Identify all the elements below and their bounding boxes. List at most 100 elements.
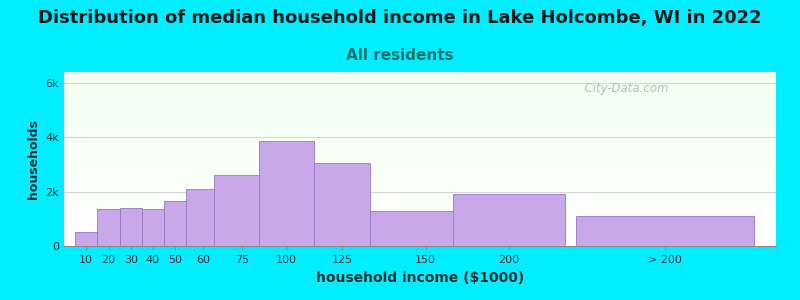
- Bar: [64, 203, 776, 204]
- Bar: [64, 227, 776, 228]
- Bar: [64, 157, 776, 158]
- Bar: [64, 194, 776, 195]
- Bar: [64, 221, 776, 222]
- Bar: [64, 191, 776, 192]
- Bar: [64, 80, 776, 81]
- Bar: [64, 102, 776, 103]
- Bar: [64, 152, 776, 153]
- Bar: [64, 200, 776, 201]
- Bar: [64, 210, 776, 211]
- Bar: [258, 141, 314, 246]
- Bar: [64, 161, 776, 162]
- Bar: [64, 127, 776, 128]
- Bar: [64, 78, 776, 79]
- Bar: [64, 174, 776, 175]
- Text: City-Data.com: City-Data.com: [577, 82, 668, 95]
- Bar: [64, 115, 776, 116]
- Bar: [64, 216, 776, 217]
- Bar: [64, 81, 776, 82]
- Bar: [64, 96, 776, 97]
- Bar: [64, 225, 776, 226]
- Bar: [64, 226, 776, 227]
- Bar: [64, 99, 776, 100]
- Bar: [64, 89, 776, 90]
- Bar: [64, 242, 776, 243]
- Bar: [64, 177, 776, 178]
- Bar: [64, 219, 776, 220]
- Bar: [214, 175, 270, 246]
- Bar: [64, 169, 776, 170]
- Bar: [64, 149, 776, 150]
- Bar: [64, 114, 776, 115]
- Y-axis label: households: households: [27, 119, 40, 199]
- Bar: [164, 201, 186, 246]
- Bar: [64, 125, 776, 126]
- Bar: [64, 112, 776, 113]
- Bar: [64, 118, 776, 119]
- Bar: [64, 143, 776, 144]
- Bar: [64, 105, 776, 106]
- Bar: [64, 208, 776, 209]
- Bar: [64, 146, 776, 147]
- Bar: [64, 209, 776, 210]
- Bar: [64, 86, 776, 87]
- Bar: [64, 215, 776, 216]
- Bar: [64, 159, 776, 160]
- Bar: [64, 130, 776, 131]
- Bar: [64, 84, 776, 85]
- Bar: [64, 94, 776, 95]
- Bar: [454, 194, 565, 246]
- Bar: [64, 245, 776, 246]
- Bar: [64, 192, 776, 193]
- Text: Distribution of median household income in Lake Holcombe, WI in 2022: Distribution of median household income …: [38, 9, 762, 27]
- Bar: [64, 236, 776, 237]
- Bar: [64, 132, 776, 133]
- Bar: [64, 75, 776, 76]
- Bar: [64, 154, 776, 155]
- Bar: [64, 183, 776, 184]
- Bar: [64, 140, 776, 141]
- Bar: [64, 83, 776, 84]
- Bar: [64, 207, 776, 208]
- Bar: [64, 205, 776, 206]
- Bar: [64, 76, 776, 77]
- Bar: [64, 158, 776, 159]
- Bar: [64, 181, 776, 182]
- Bar: [64, 187, 776, 188]
- X-axis label: household income ($1000): household income ($1000): [316, 271, 524, 285]
- Bar: [64, 144, 776, 145]
- Bar: [64, 218, 776, 219]
- Bar: [64, 123, 776, 124]
- Bar: [64, 164, 776, 165]
- Bar: [64, 229, 776, 230]
- Bar: [64, 74, 776, 75]
- Bar: [64, 202, 776, 203]
- Bar: [64, 77, 776, 78]
- Bar: [64, 117, 776, 118]
- Bar: [64, 124, 776, 125]
- Bar: [64, 198, 776, 199]
- Bar: [64, 72, 776, 73]
- Bar: [64, 119, 776, 120]
- Bar: [64, 162, 776, 163]
- Bar: [64, 141, 776, 142]
- Bar: [64, 91, 776, 92]
- Bar: [64, 195, 776, 196]
- Bar: [64, 171, 776, 172]
- Bar: [64, 136, 776, 137]
- Bar: [64, 235, 776, 236]
- Bar: [64, 170, 776, 171]
- Bar: [64, 179, 776, 180]
- Bar: [64, 199, 776, 200]
- Bar: [64, 150, 776, 151]
- Bar: [64, 184, 776, 185]
- Bar: [64, 151, 776, 152]
- Bar: [64, 224, 776, 225]
- Bar: [64, 113, 776, 114]
- Bar: [576, 216, 754, 246]
- Bar: [64, 176, 776, 177]
- Bar: [64, 82, 776, 83]
- Bar: [64, 104, 776, 105]
- Bar: [64, 142, 776, 143]
- Bar: [75, 232, 98, 246]
